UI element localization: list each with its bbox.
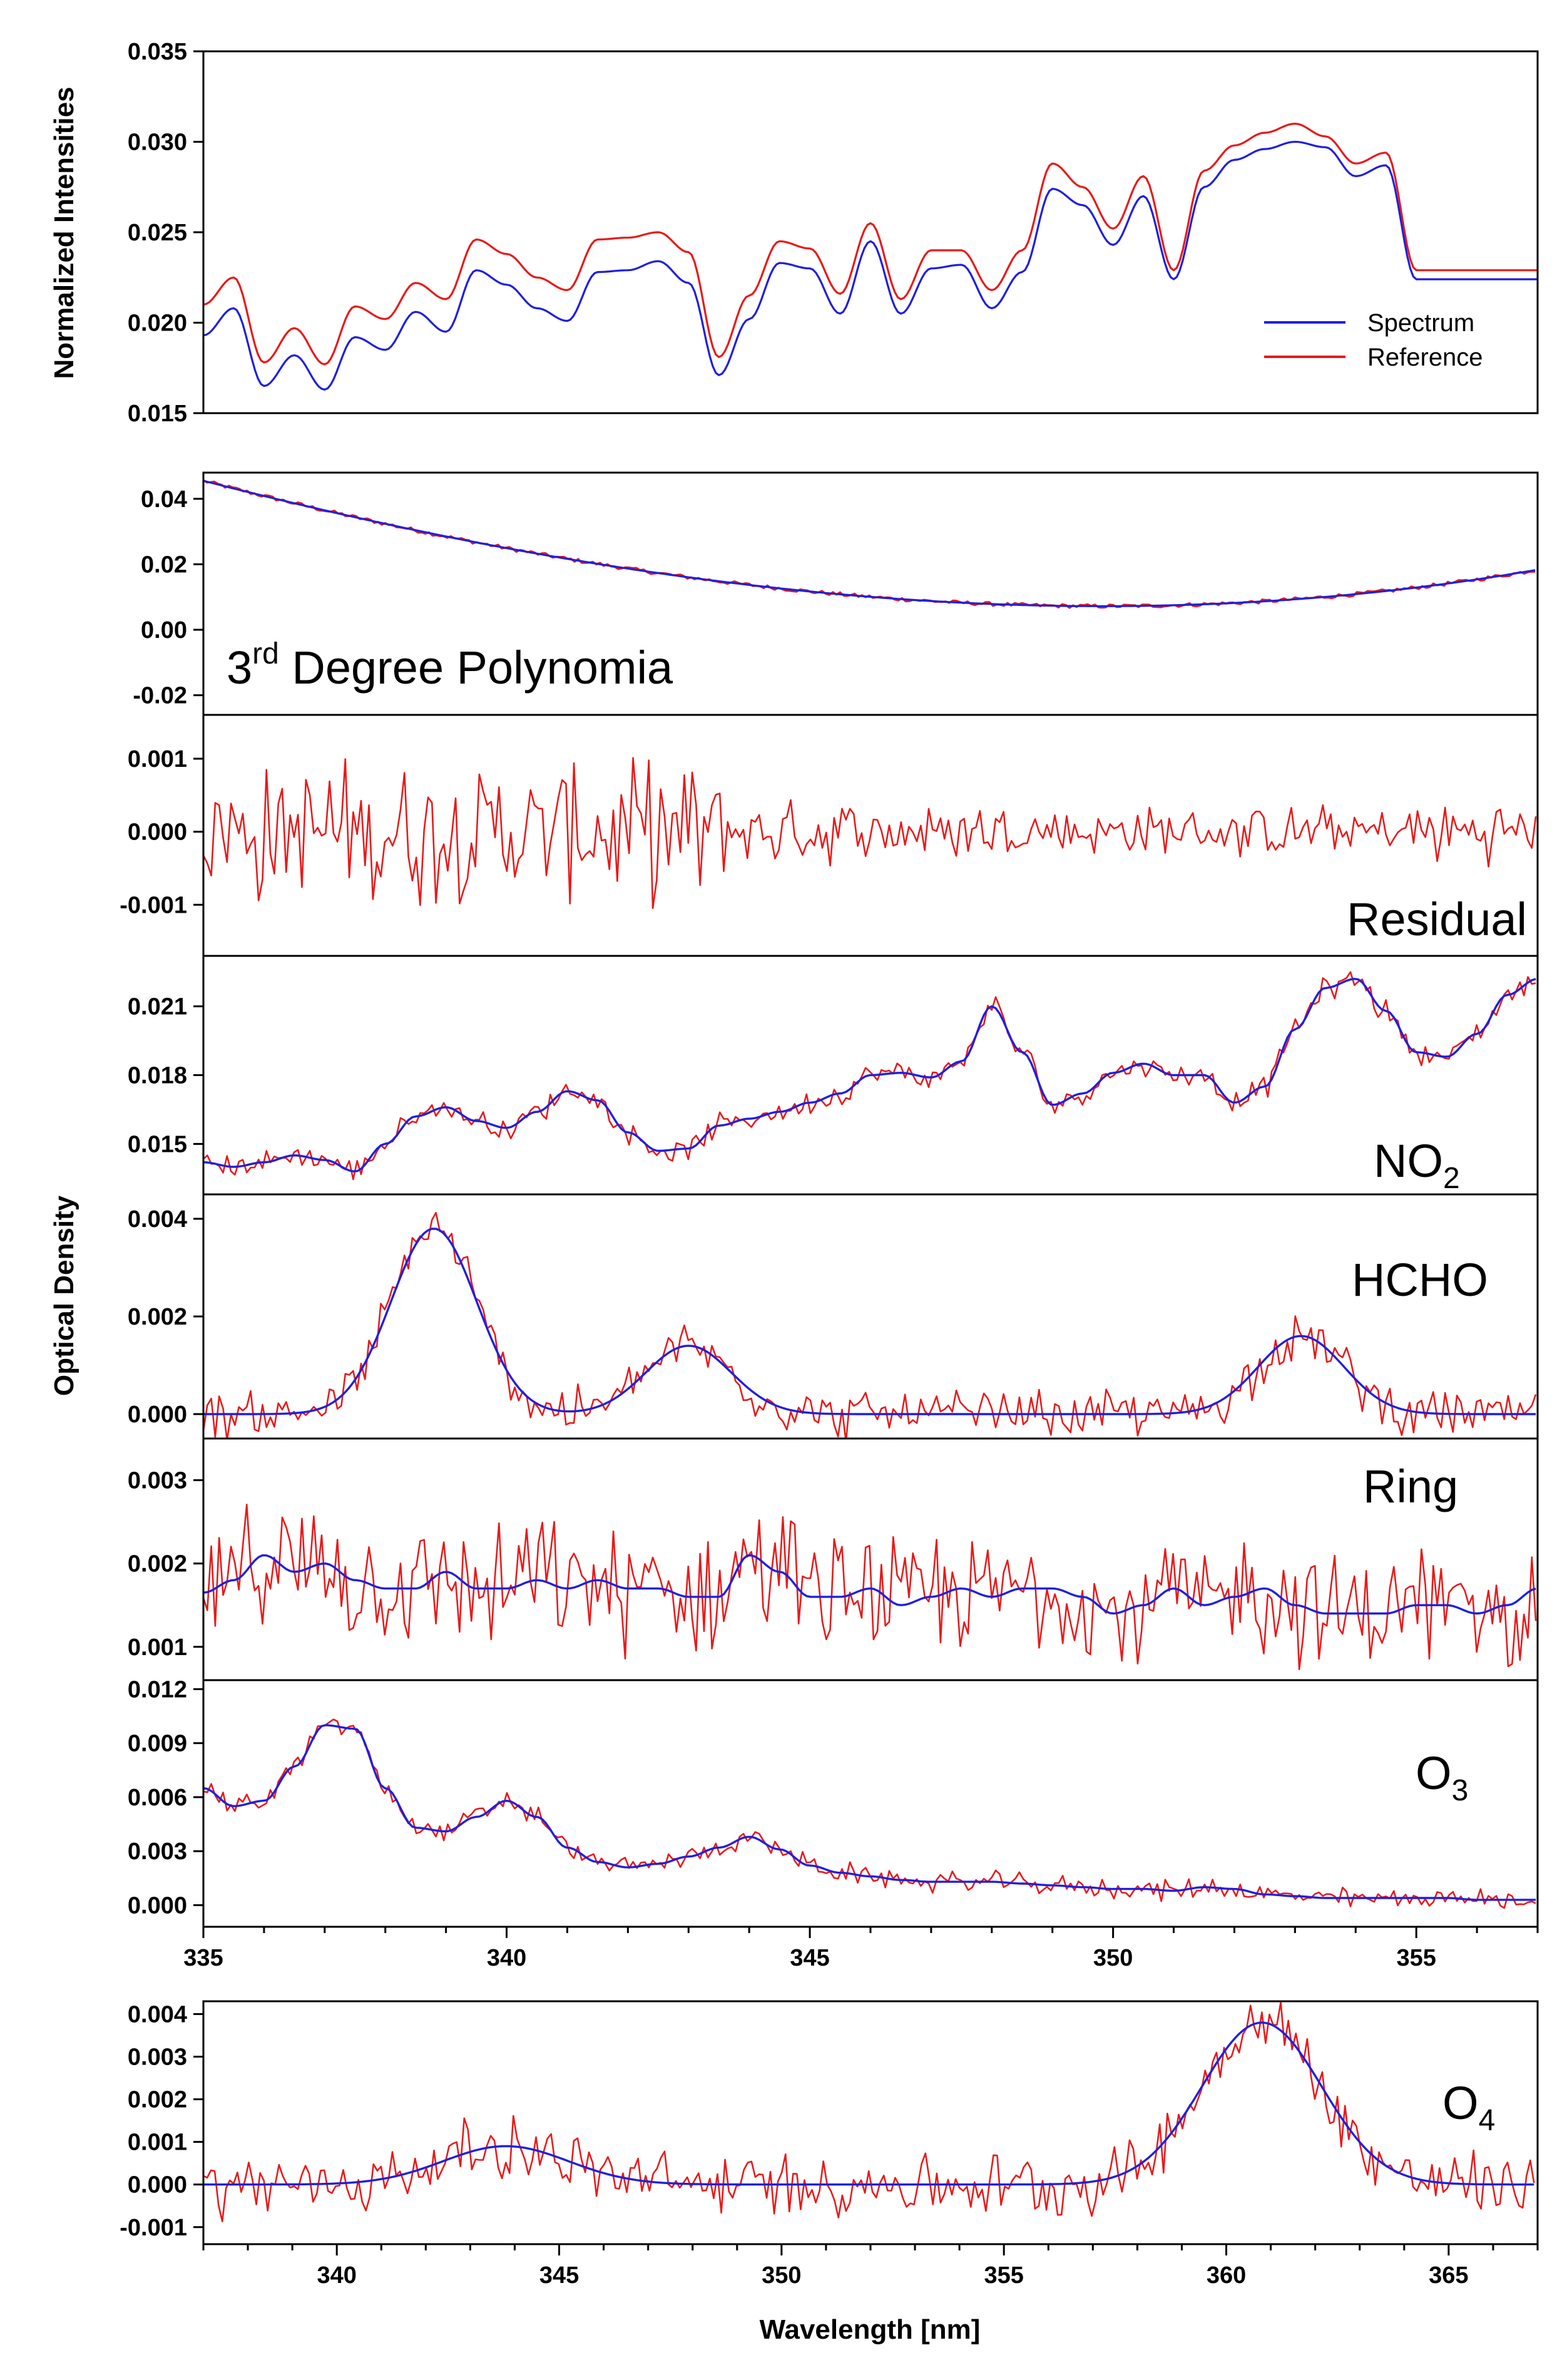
ring-measured-line [203,1504,1537,1670]
o4-xtick-label: 340 [317,2262,356,2289]
hcho-fit-line [203,1228,1536,1415]
o4-xtick-label: 360 [1207,2262,1246,2289]
panel-ring: 0.003 0.002 0.001 [128,1437,1539,1681]
o3-ytick-label: 0.000 [128,1892,187,1919]
o4-ytick-label: 0.001 [128,2130,187,2156]
polynomial-ytick-label: 0.00 [141,617,187,644]
o4-xtick-label: 345 [539,2262,579,2289]
o4-label-sub: 4 [1479,2104,1496,2137]
o4-xtick-label: 365 [1429,2262,1468,2289]
hcho-ytick-label: 0.000 [128,1402,187,1428]
residual-line [203,757,1537,910]
y-axis-title-optical-density: Optical Density [49,1195,79,1396]
polynomial-label-base: 3 [227,642,252,694]
panel-label-ring: Ring [1363,1460,1458,1512]
o4-ytick-label: 0.004 [128,2001,187,2028]
panel-o3: 0.012 0.009 0.006 0.003 0.000 335 340 345 350 355 [128,1676,1539,1971]
panel-label-no2: NO2 [1374,1135,1460,1195]
no2-ytick-label: 0.021 [128,994,187,1020]
intensities-plot-area [203,123,1538,391]
polynomial-ytick-label: 0.04 [141,486,187,513]
intensities-ytick-label: 0.030 [128,130,187,156]
o3-label-base: O [1416,1747,1452,1799]
ring-ytick-label: 0.002 [128,1551,187,1577]
o3-label-sub: 3 [1452,1774,1469,1807]
intensities-ytick-label: 0.020 [128,310,187,337]
intensities-ytick-label: 0.015 [128,401,187,427]
o4-xtick-label: 350 [762,2262,801,2289]
o4-ytick-label: 0.002 [128,2087,187,2113]
o4-ytick-label: 0.003 [128,2044,187,2070]
panel-label-o3: O3 [1416,1747,1468,1807]
o3-xtick-label: 345 [790,1945,829,1971]
o3-ytick-label: 0.006 [128,1785,187,1811]
spectrum-line [203,140,1538,391]
o3-fit-line [203,1724,1536,1901]
hcho-ytick-label: 0.004 [128,1206,187,1233]
polynomial-plot-area [203,479,1536,609]
o4-plot-area [203,2001,1535,2222]
polynomial-label-rest: Degree Polynomia [279,642,673,694]
o3-ytick-label: 0.003 [128,1839,187,1865]
ring-fit-line [203,1554,1536,1615]
ring-plot-area [203,1504,1537,1670]
hcho-measured-line [203,1212,1537,1439]
no2-plot-area [203,971,1536,1181]
residual-plot-area [203,757,1537,910]
legend-label-reference: Reference [1367,344,1483,371]
hcho-ytick-label: 0.002 [128,1304,187,1330]
polynomial-fit-line [203,480,1536,607]
legend: Spectrum Reference [1264,309,1483,371]
polynomial-label-sup: rd [252,637,279,670]
y-axis-title-intensities: Normalized Intensities [49,86,79,379]
ring-ytick-label: 0.001 [128,1634,187,1661]
o4-fit-line [203,2021,1534,2186]
o3-plot-area [203,1718,1536,1909]
no2-ytick-label: 0.015 [128,1131,187,1157]
no2-label-base: NO [1374,1135,1443,1187]
reference-line [203,123,1538,366]
o4-xtick-label: 355 [984,2262,1023,2289]
o4-ytick-label: 0.000 [128,2172,187,2198]
panel-label-hcho: HCHO [1352,1254,1488,1306]
o4-measured-line [203,2001,1535,2222]
residual-ytick-label: 0.001 [128,746,187,772]
o3-xtick-label: 335 [183,1945,223,1971]
no2-label-sub: 2 [1443,1162,1460,1195]
residual-ytick-label: -0.001 [120,892,187,918]
o3-measured-line [203,1718,1536,1909]
panel-o4: 0.004 0.003 0.002 0.001 0.000 -0.001 340 345 350… [120,2000,1539,2289]
no2-ytick-label: 0.018 [128,1063,187,1089]
x-axis-title: Wavelength [nm] [760,2314,981,2345]
polynomial-ytick-label: -0.02 [133,683,187,709]
o3-xtick-label: 355 [1396,1945,1436,1971]
legend-label-spectrum: Spectrum [1367,309,1474,337]
residual-ytick-label: 0.000 [128,819,187,846]
panel-label-residual: Residual [1347,893,1527,945]
panel-label-polynomial: 3rd Degree Polynomia [227,637,673,694]
no2-fit-line [203,978,1536,1172]
o3-xtick-label: 350 [1093,1945,1133,1971]
intensities-ytick-label: 0.025 [128,220,187,246]
ring-ytick-label: 0.003 [128,1468,187,1494]
polynomial-ytick-label: 0.02 [141,551,187,578]
o3-ytick-label: 0.009 [128,1731,187,1757]
hcho-plot-area [203,1212,1537,1439]
o3-ytick-label: 0.012 [128,1676,187,1703]
o4-ytick-label: -0.001 [120,2215,187,2241]
o3-xtick-label: 340 [487,1945,526,1971]
o4-label-base: O [1442,2077,1479,2129]
panel-label-o4: O4 [1442,2077,1495,2137]
panel-intensities: 0.015 0.020 0.025 0.030 0.035 [128,39,1539,427]
intensities-ytick-label: 0.035 [128,39,187,65]
